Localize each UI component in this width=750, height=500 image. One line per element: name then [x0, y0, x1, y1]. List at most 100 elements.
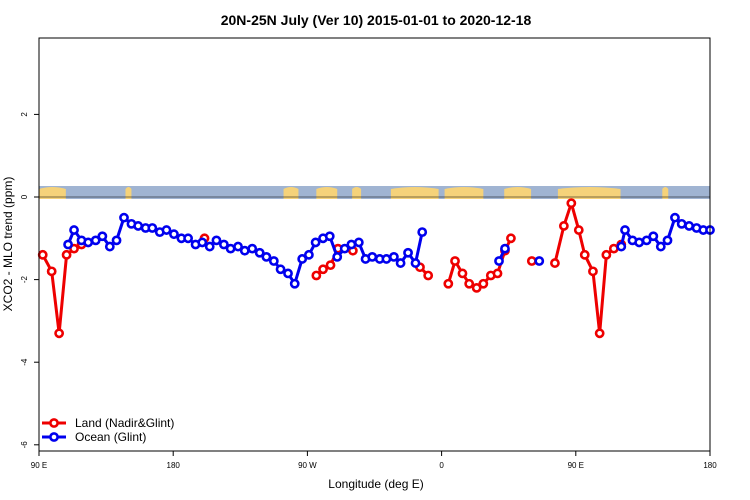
land-data-point	[318, 264, 328, 275]
land-data-point	[311, 270, 322, 281]
land-data-point	[550, 258, 560, 268]
ocean-data-point	[655, 241, 666, 252]
ocean-data-point	[289, 278, 300, 289]
x-tick-label: 0	[439, 461, 444, 470]
ocean-data-point	[648, 231, 659, 242]
ocean-data-point	[381, 254, 392, 264]
ocean-data-point	[254, 247, 265, 258]
ocean-data-point	[367, 251, 378, 262]
y-tick-label: -2	[20, 276, 29, 284]
ocean-data-point	[417, 227, 428, 238]
x-tick-label: 180	[703, 461, 717, 470]
land-data-point	[601, 249, 612, 260]
y-tick-label: -6	[20, 441, 29, 449]
plot-frame	[38, 37, 711, 452]
ocean-data-point	[534, 256, 545, 266]
series-layer	[37, 198, 715, 339]
y-tick-label: -4	[20, 358, 29, 366]
ocean-data-point	[218, 239, 229, 250]
land-data-point	[423, 270, 434, 281]
y-axis-label: XCO2 - MLO trend (ppm)	[1, 177, 15, 312]
land-data-point	[526, 256, 537, 266]
chart-title: 20N-25N July (Ver 10) 2015-01-01 to 2020…	[221, 12, 532, 28]
land-data-point	[471, 282, 482, 293]
ocean-data-point	[247, 243, 258, 254]
legend: Land (Nadir&Glint)Ocean (Glint)	[42, 416, 174, 444]
land-data-point	[46, 266, 57, 277]
ocean-data-point	[268, 256, 279, 266]
ocean-data-point	[233, 241, 243, 252]
legend-label-land: Land (Nadir&Glint)	[75, 416, 174, 430]
series-ocean	[63, 212, 715, 289]
land-data-point	[579, 249, 590, 260]
map-landmass	[390, 187, 439, 200]
ocean-data-point	[353, 237, 364, 248]
land-data-point	[573, 225, 584, 235]
ocean-data-point	[183, 233, 194, 244]
ocean-data-point	[63, 239, 73, 250]
ocean-data-point	[339, 243, 350, 254]
y-tick-label: 0	[20, 194, 29, 199]
ocean-data-point	[133, 221, 144, 231]
ocean-data-point	[388, 251, 399, 262]
y-tick-label: 2	[20, 112, 29, 117]
ocean-data-point	[641, 235, 652, 246]
ocean-data-point	[297, 254, 308, 264]
land-data-point	[37, 249, 48, 260]
land-data-point	[457, 268, 468, 279]
ocean-data-point	[83, 237, 94, 248]
ocean-data-point	[283, 268, 293, 279]
axes: 90 E 180 90 W 0 90 E 180 -6 -4 -2 0 2	[20, 37, 717, 470]
ocean-data-point	[494, 256, 504, 266]
ocean-data-point	[211, 235, 222, 246]
land-data-point	[450, 256, 460, 266]
land-data-point	[506, 233, 516, 244]
land-data-point	[478, 278, 489, 289]
map-landmass	[39, 187, 66, 200]
ocean-data-point	[261, 251, 272, 262]
land-data-point	[443, 278, 454, 289]
ocean-data-point	[119, 212, 129, 223]
land-data-point	[61, 249, 72, 260]
land-data-point	[558, 221, 569, 231]
map-landmass	[662, 187, 669, 200]
ocean-data-point	[332, 251, 343, 262]
land-data-point	[464, 278, 475, 289]
legend-marker-ocean	[49, 432, 59, 442]
ocean-data-point	[616, 241, 627, 252]
ocean-data-point	[662, 235, 673, 246]
map-landmass	[352, 187, 362, 200]
map-landmass	[504, 187, 532, 200]
legend-label-ocean: Ocean (Glint)	[75, 430, 146, 444]
ocean-data-point	[410, 258, 421, 268]
land-data-point	[492, 268, 503, 279]
ocean-data-point	[634, 237, 645, 248]
ocean-data-point	[161, 225, 172, 235]
x-tick-label: 90 W	[298, 461, 317, 470]
legend-marker-land	[49, 418, 59, 428]
ocean-data-point	[684, 221, 695, 231]
map-landmass	[557, 187, 621, 200]
ocean-data-point	[303, 249, 314, 260]
ocean-data-point	[239, 245, 250, 256]
ocean-data-point	[500, 243, 510, 254]
land-data-point	[54, 328, 65, 339]
ocean-data-point	[403, 247, 413, 258]
ocean-data-point	[104, 241, 115, 252]
ocean-data-point	[346, 239, 357, 250]
ocean-data-point	[676, 218, 687, 229]
ocean-data-point	[275, 264, 286, 275]
ocean-data-point	[197, 237, 208, 248]
land-data-point	[325, 260, 336, 271]
land-data-point	[608, 243, 619, 254]
ocean-data-point	[620, 225, 630, 235]
land-data-point	[566, 198, 577, 209]
world-map-strip	[39, 186, 710, 200]
ocean-data-point	[90, 235, 101, 246]
x-tick-label: 90 E	[568, 461, 584, 470]
ocean-data-point	[169, 229, 179, 240]
land-data-point	[594, 328, 605, 339]
map-landmass	[316, 187, 338, 200]
ocean-data-point	[111, 235, 122, 246]
